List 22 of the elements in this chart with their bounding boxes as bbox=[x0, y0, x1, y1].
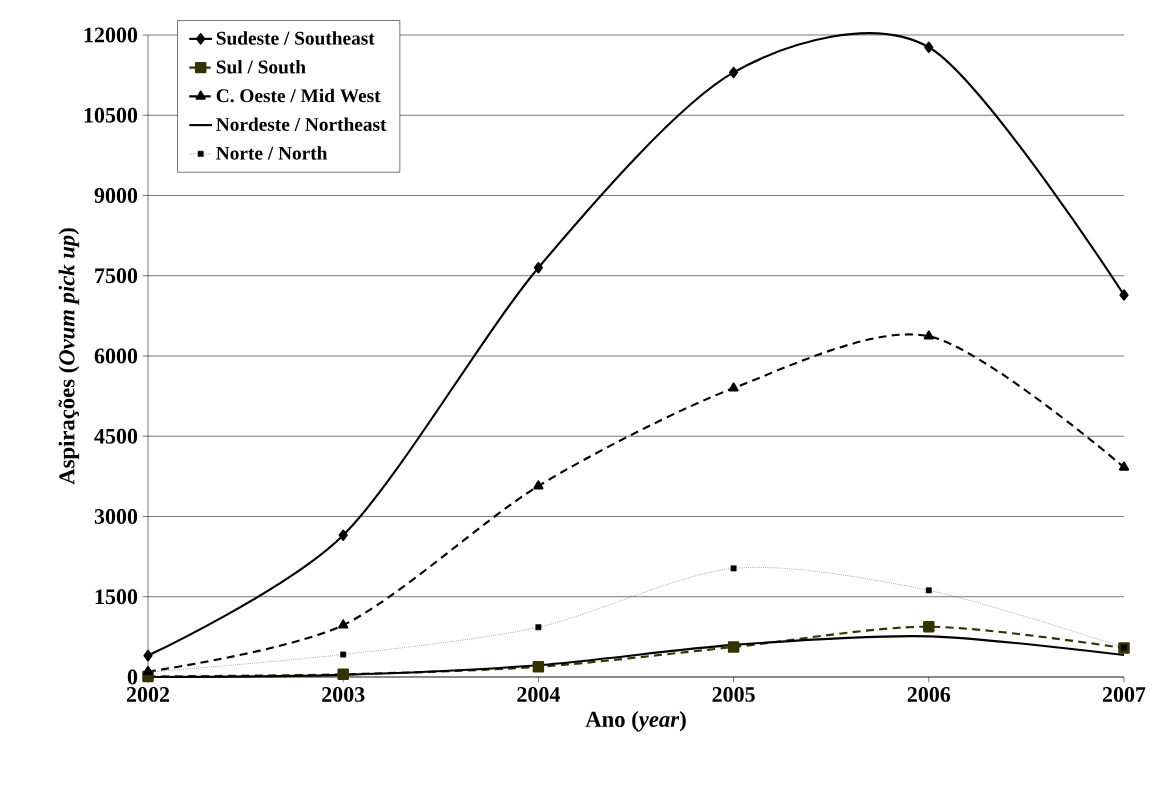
x-tick-label: 2002 bbox=[126, 687, 170, 702]
y-tick-label: 0 bbox=[127, 669, 138, 685]
y-tick-label: 4500 bbox=[94, 428, 138, 444]
x-axis-title: Ano (year) bbox=[585, 711, 686, 732]
y-tick-label: 3000 bbox=[94, 509, 138, 524]
y-tick-label: 7500 bbox=[95, 268, 138, 284]
y-axis-title: Aspirações (Ovum pick up) bbox=[58, 228, 80, 485]
x-tick-label: 2003 bbox=[322, 687, 365, 702]
x-tick-label: 2005 bbox=[712, 687, 755, 702]
legend-label: Sudeste / Southeast bbox=[216, 31, 375, 45]
y-tick-label: 12000 bbox=[84, 27, 138, 43]
y-tick-label: 9000 bbox=[94, 188, 138, 203]
y-tick-label: 1500 bbox=[95, 589, 138, 605]
x-tick-label: 2007 bbox=[1102, 687, 1146, 702]
y-tick-label: 10500 bbox=[84, 107, 138, 123]
x-tick-label: 2006 bbox=[907, 687, 951, 702]
legend-label: C. Oeste / Mid West bbox=[216, 88, 381, 103]
y-tick-label: 6000 bbox=[94, 348, 138, 364]
legend-label: Nordeste / Northeast bbox=[216, 117, 387, 131]
x-tick-label: 2004 bbox=[517, 687, 560, 702]
legend-label: Sul / South bbox=[216, 59, 306, 74]
legend-label: Norte / North bbox=[216, 146, 328, 160]
